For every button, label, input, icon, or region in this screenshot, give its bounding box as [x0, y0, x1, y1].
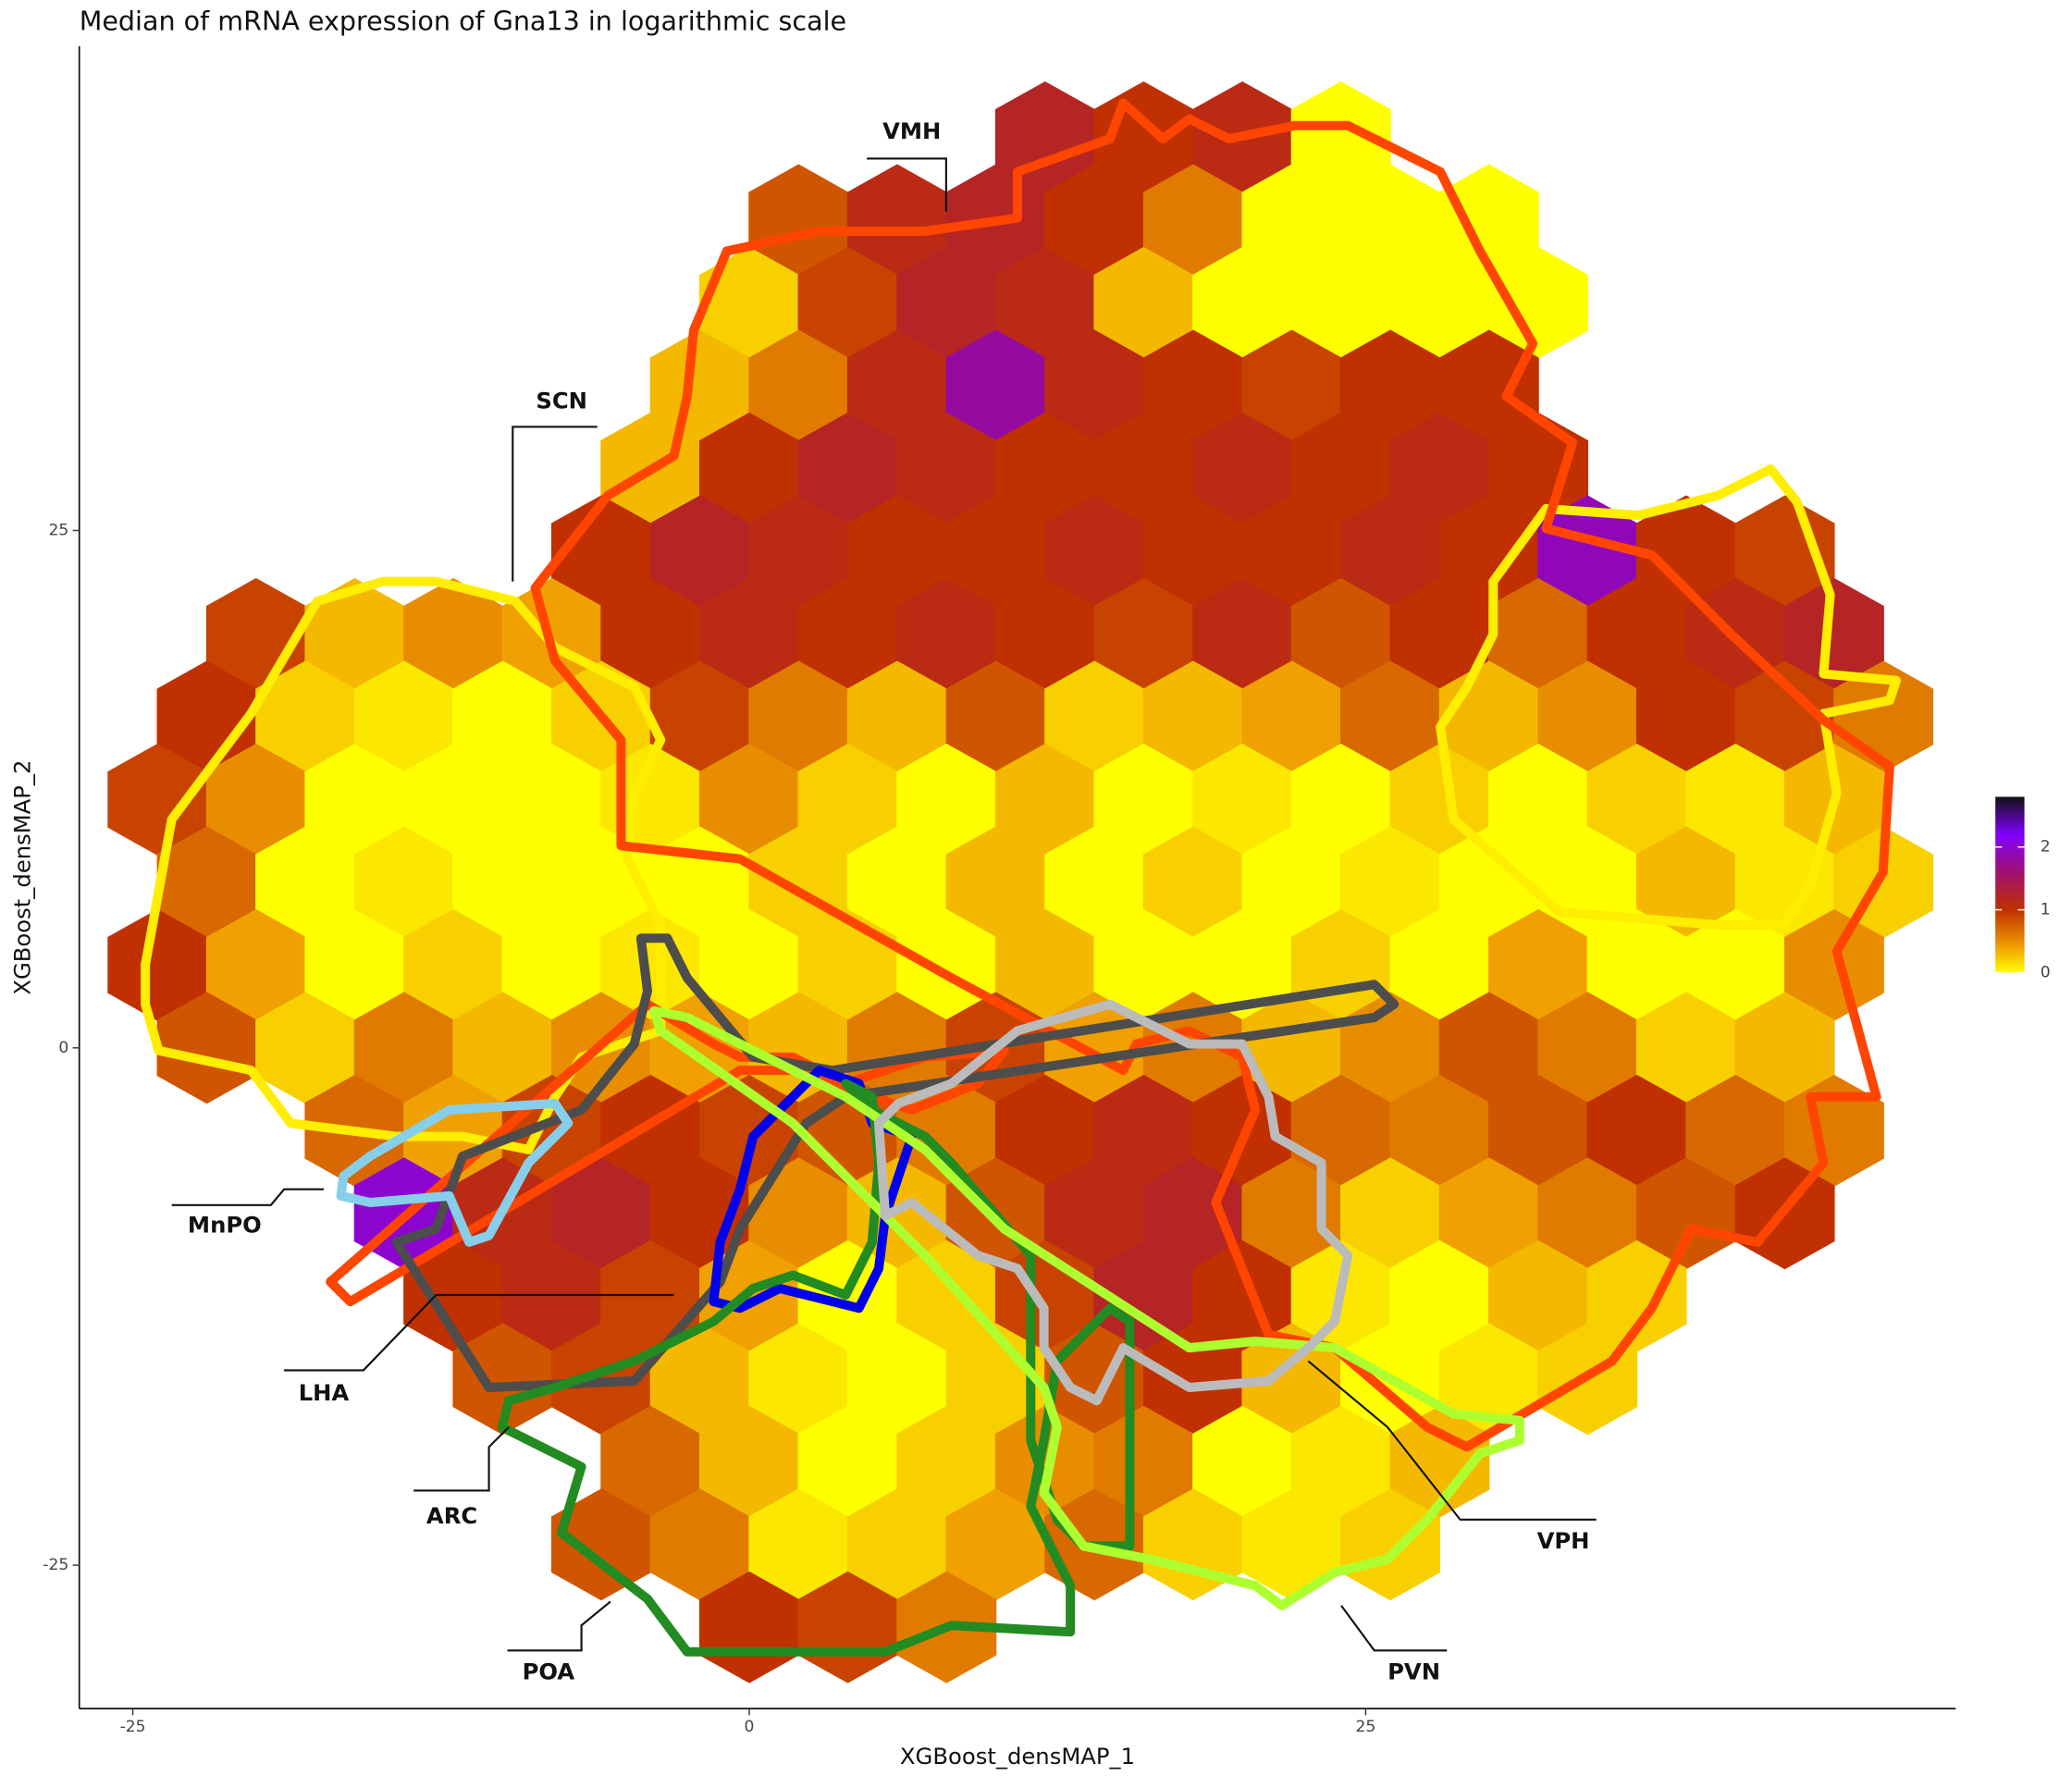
- outline: [530, 98, 1894, 1452]
- leader-line: [507, 1600, 611, 1652]
- y-tick-label: 25: [48, 522, 68, 540]
- hexbin-layer: [107, 81, 1934, 1684]
- y-tick-label: 0: [58, 1039, 68, 1057]
- outline: [336, 1098, 574, 1247]
- region-outlines: [141, 98, 1901, 1657]
- leader-line: [284, 1293, 674, 1372]
- region-label: POA: [523, 1659, 575, 1685]
- chart-title: Median of mRNA expression of Gna13 in lo…: [80, 5, 846, 36]
- x-tick-label: 0: [745, 1718, 755, 1736]
- region-label: VMH: [882, 117, 941, 144]
- y-tick-label: -25: [43, 1556, 68, 1574]
- y-axis-label: XGBoost_densMAP_2: [9, 759, 36, 994]
- leader-line: [867, 157, 947, 212]
- outline: [1436, 464, 1901, 930]
- leader-line: [1340, 1605, 1448, 1652]
- region-label: SCN: [536, 387, 587, 413]
- outline: [874, 999, 1353, 1406]
- colorbar-tick-label: 2: [2041, 838, 2051, 857]
- outline: [141, 576, 666, 1154]
- region-label: ARC: [426, 1502, 477, 1529]
- colorbar-tick-label: 1: [2041, 901, 2051, 919]
- leader-line: [1307, 1360, 1597, 1521]
- leader-line: [171, 1188, 324, 1206]
- leader-line: [512, 426, 598, 582]
- x-axis-label: XGBoost_densMAP_1: [900, 1743, 1135, 1770]
- region-label: MnPO: [188, 1212, 262, 1239]
- leader-line: [413, 1426, 510, 1492]
- outline: [649, 1005, 1524, 1610]
- leader-lines: [171, 157, 1597, 1652]
- region-label: PVN: [1388, 1659, 1440, 1685]
- x-tick-label: 25: [1355, 1718, 1375, 1736]
- hexbin: [1339, 1488, 1441, 1601]
- x-tick-label: -25: [120, 1718, 146, 1736]
- colorbar-tick-label: 0: [2041, 963, 2051, 981]
- region-label: LHA: [299, 1379, 350, 1406]
- region-label: VPH: [1537, 1527, 1590, 1554]
- colorbar: [1995, 796, 2025, 973]
